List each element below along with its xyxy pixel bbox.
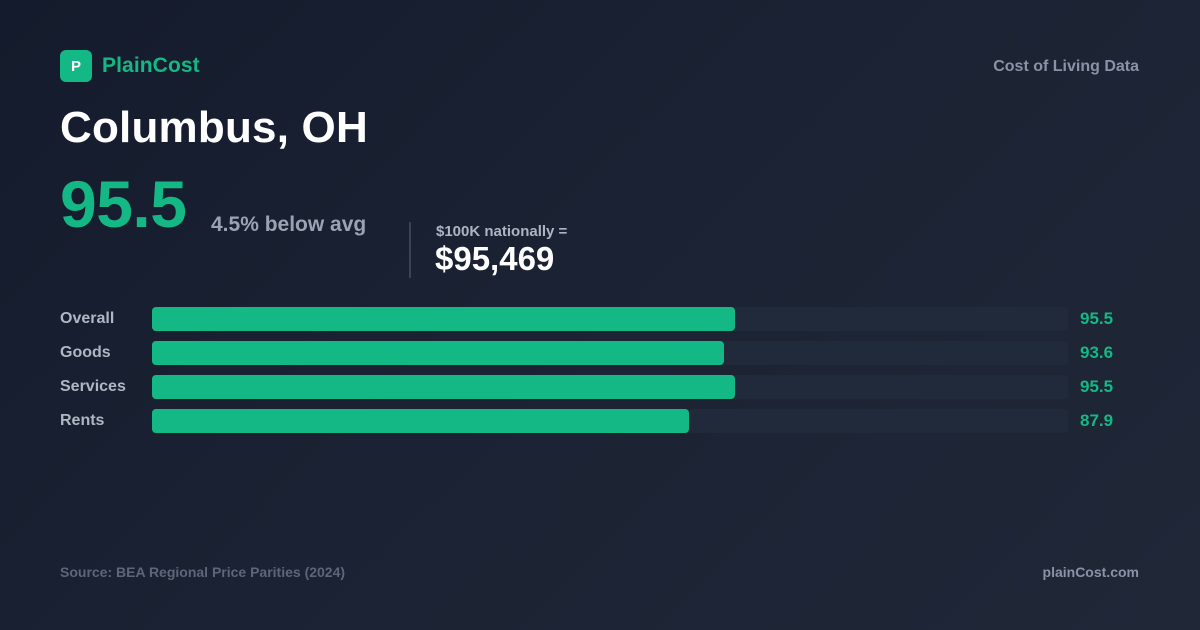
bar-track (152, 375, 1068, 399)
bar-fill-overall (152, 307, 735, 331)
equivalent-label: $100K nationally = (436, 223, 568, 240)
brand[interactable]: P PlainCost (60, 50, 200, 82)
bar-fill-rents (152, 409, 689, 433)
divider (409, 222, 411, 278)
bar-value-label: 93.6 (1080, 343, 1114, 362)
bar-label: Overall (60, 310, 115, 327)
bar-fill-goods (152, 341, 724, 365)
footer-url[interactable]: plainCost.com (1042, 564, 1139, 580)
bar-value-label: 95.5 (1080, 309, 1114, 328)
equivalent-value: $95,469 (435, 240, 555, 277)
bar-track (152, 341, 1068, 365)
bar-label: Goods (60, 344, 111, 361)
header-tag: Cost of Living Data (993, 58, 1139, 75)
bar-row-goods: Goods 93.6 (0, 341, 1200, 365)
bar-fill-services (152, 375, 735, 399)
bar-track (152, 307, 1068, 331)
footer-source: Source: BEA Regional Price Parities (202… (60, 564, 346, 580)
brand-logo-icon: P (60, 50, 92, 82)
page-title: Columbus, OH (60, 103, 368, 152)
index-value: 95.5 (60, 167, 187, 241)
bar-value-label: 87.9 (1080, 411, 1114, 430)
bar-row-overall: Overall 95.5 (0, 307, 1200, 331)
bar-label: Services (60, 378, 126, 395)
brand-name: PlainCost (102, 54, 200, 77)
bar-label: Rents (60, 412, 105, 429)
bar-row-rents: Rents 87.9 (0, 409, 1200, 433)
bar-track (152, 409, 1068, 433)
bar-value-label: 95.5 (1080, 377, 1114, 396)
index-comparison: 4.5% below avg (211, 213, 367, 236)
bar-row-services: Services 95.5 (0, 375, 1200, 399)
